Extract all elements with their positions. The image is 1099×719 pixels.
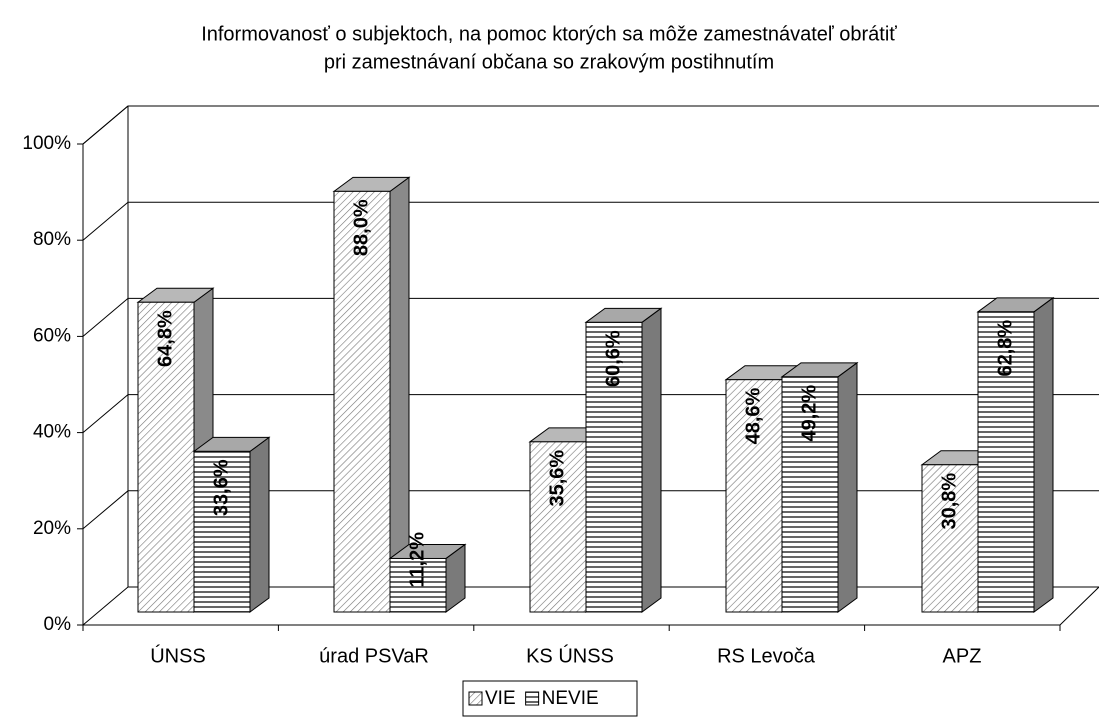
legend-box: [462, 680, 638, 717]
bar-side: [641, 307, 662, 613]
bar-front: [977, 311, 1035, 613]
grid-line: [82, 586, 129, 626]
data-label: 49,2%: [798, 385, 820, 442]
grid-line: [82, 394, 129, 433]
chart-title: Informovanosť o subjektoch, na pomoc kto…: [201, 23, 897, 45]
bar-front: [193, 450, 251, 613]
bar-side: [1033, 296, 1054, 613]
legend: VIE NEVIE: [462, 680, 638, 717]
bar-side: [837, 361, 858, 613]
legend-swatch: [468, 691, 483, 706]
data-label: 30,8%: [938, 473, 960, 530]
data-label: 62,8%: [994, 320, 1016, 377]
grid-line: [82, 298, 129, 337]
data-label: 60,6%: [602, 330, 624, 387]
grid-line: [82, 105, 129, 145]
grid-line: [82, 201, 129, 241]
legend-label: NEVIE: [542, 688, 599, 709]
data-label: 48,6%: [742, 387, 764, 444]
y-tick-label: 80%: [33, 229, 71, 250]
bar: 11,2%: [388, 532, 467, 613]
y-tick-label: 20%: [33, 518, 71, 539]
y-tick-label: 40%: [33, 422, 71, 443]
bar: 88,0%: [332, 176, 411, 613]
bar-front: [333, 190, 391, 613]
bar: 33,6%: [192, 436, 271, 613]
chart-title: pri zamestnávaní občana so zrakovým post…: [324, 51, 774, 73]
bar: 62,8%: [976, 296, 1055, 613]
y-tick-label: 60%: [33, 325, 71, 346]
x-tick-label: úrad PSVaR: [319, 645, 429, 667]
bar: 60,6%: [584, 307, 663, 613]
bar-front: [781, 376, 839, 613]
y-tick-label: 0%: [44, 614, 72, 635]
bar-front: [921, 464, 979, 613]
bar-front: [137, 301, 195, 613]
x-tick-label: KS ÚNSS: [526, 644, 614, 667]
bar-front: [725, 379, 783, 613]
x-tick-label: APZ: [943, 645, 982, 667]
data-label: 64,8%: [154, 310, 176, 367]
bar-side: [249, 436, 270, 613]
data-label: 35,6%: [546, 450, 568, 507]
bar: 49,2%: [780, 361, 859, 613]
bar-front: [389, 557, 447, 613]
data-label: 33,6%: [210, 459, 232, 516]
x-tick-label: RS Levoča: [717, 645, 816, 667]
data-label: 88,0%: [350, 199, 372, 256]
legend-label: VIE: [485, 688, 516, 709]
data-label: 11,2%: [406, 532, 428, 588]
y-tick-label: 100%: [22, 133, 71, 154]
legend-swatch: [525, 691, 540, 706]
x-tick-label: ÚNSS: [150, 644, 206, 667]
grid-line: [82, 490, 129, 530]
bar-front: [585, 321, 643, 613]
